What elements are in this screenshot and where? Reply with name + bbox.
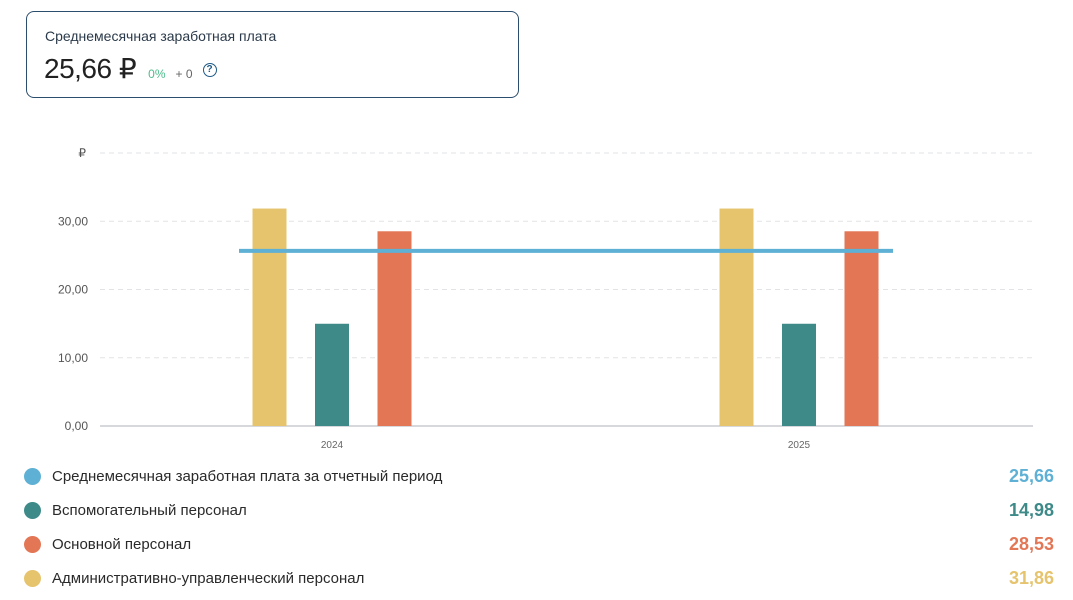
legend-value: 31,86 [1008,567,1054,588]
kpi-row: 25,66 ₽ 0% + 0 ? [44,52,217,85]
y-tick-label: 20,00 [58,283,88,297]
legend-value: 25,66 [1008,465,1054,486]
legend-item-average[interactable]: Среднемесячная заработная плата за отчет… [24,459,1054,493]
kpi-value: 25,66 ₽ [44,53,137,84]
legend-dot [24,535,41,553]
chart-legend: Среднемесячная заработная плата за отчет… [24,459,1054,595]
legend-item-admin-staff[interactable]: Административно-управленческий персонал … [24,561,1054,595]
kpi-title: Среднемесячная заработная плата [45,28,277,44]
salary-bar-chart: 0,00 10,00 20,00 30,00 ₽2024 2025 [58,146,1033,451]
y-tick-label: 10,00 [58,351,88,365]
x-tick-label: 2025 [788,440,811,451]
legend-dot [24,501,41,519]
legend-value: 28,53 [1008,533,1054,554]
y-tick-label: 30,00 [58,214,88,228]
kpi-delta: + 0 [175,67,193,81]
help-icon[interactable]: ? [202,62,217,77]
bar [315,323,349,426]
legend-label: Среднемесячная заработная плата за отчет… [52,467,443,485]
bar [719,208,754,426]
bar [844,231,879,426]
x-tick-label: 2024 [321,440,344,451]
kpi-card: Среднемесячная заработная плата 25,66 ₽ … [26,11,519,98]
legend-dot [24,569,41,587]
bar [252,208,287,426]
legend-dot [24,467,41,485]
legend-item-main-staff[interactable]: Основной персонал 28,53 [24,527,1054,561]
legend-value: 14,98 [1008,499,1054,520]
bar [782,323,816,426]
y-unit-label: ₽ [78,146,86,160]
legend-label: Основной персонал [52,535,192,553]
legend-label: Административно-управленческий персонал [52,569,365,587]
kpi-change-percent: 0% [148,67,166,81]
legend-label: Вспомогательный персонал [52,501,247,519]
legend-item-auxiliary-staff[interactable]: Вспомогательный персонал 14,98 [24,493,1054,527]
bar [377,231,412,426]
y-tick-label: 0,00 [65,419,89,433]
